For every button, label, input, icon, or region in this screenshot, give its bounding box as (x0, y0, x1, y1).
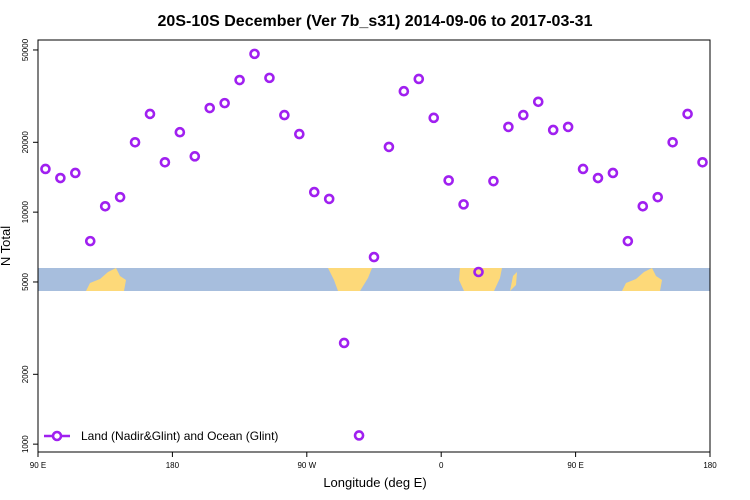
x-tick-label: 90 E (567, 461, 583, 470)
y-tick-label: 2000 (21, 365, 30, 383)
data-point (353, 430, 365, 441)
data-point (547, 124, 559, 136)
data-point (428, 112, 440, 124)
x-axis-label: Longitude (deg E) (323, 475, 426, 490)
data-point (413, 73, 425, 85)
y-tick-label: 5000 (21, 273, 30, 291)
x-tick-label: 0 (439, 461, 444, 470)
data-point (592, 172, 604, 184)
data-point (70, 167, 81, 179)
data-point (264, 72, 275, 84)
data-point (443, 175, 454, 186)
data-point (204, 102, 216, 114)
data-point (562, 121, 574, 133)
data-point (55, 172, 66, 184)
data-point (697, 156, 708, 168)
data-point (40, 163, 51, 175)
x-tick-label: 90 W (297, 461, 316, 470)
data-point (518, 109, 529, 121)
data-point (532, 96, 544, 108)
data-point (159, 156, 171, 168)
data-point (383, 141, 395, 153)
data-point (323, 193, 335, 205)
data-point (279, 109, 290, 121)
data-point (249, 48, 260, 60)
data-point (234, 74, 245, 86)
data-point (488, 175, 499, 187)
plot-frame (37, 39, 711, 453)
data-point (682, 108, 693, 120)
map-strip (38, 268, 710, 291)
y-tick-label: 1000 (21, 435, 30, 453)
y-tick-label: 50000 (21, 38, 30, 61)
data-point (607, 167, 619, 179)
data-point (458, 199, 469, 210)
y-tick-label: 10000 (21, 200, 30, 223)
data-point (473, 266, 484, 278)
x-tick-label: 180 (166, 461, 180, 470)
data-point (189, 151, 201, 162)
data-point (129, 136, 141, 148)
data-point (338, 337, 350, 349)
x-tick-label: 180 (703, 461, 717, 470)
legend-marker (51, 430, 63, 442)
data-point (84, 235, 96, 247)
data-point (174, 126, 186, 138)
y-axis-label: N Total (0, 226, 13, 266)
data-point (144, 108, 156, 120)
data-point (219, 97, 230, 109)
data-point (503, 121, 514, 133)
data-point (308, 186, 320, 198)
data-point (114, 191, 126, 203)
data-point (99, 200, 111, 212)
data-point (294, 128, 305, 140)
data-point (637, 200, 649, 212)
data-point (622, 235, 634, 247)
data-point (368, 251, 380, 263)
data-point (652, 191, 664, 203)
legend-label: Land (Nadir&Glint) and Ocean (Glint) (81, 429, 278, 443)
data-point (398, 85, 410, 97)
data-point (667, 136, 678, 148)
chart-title: 20S-10S December (Ver 7b_s31) 2014-09-06… (158, 13, 593, 30)
data-point (577, 163, 589, 175)
y-tick-label: 20000 (21, 131, 30, 154)
x-tick-label: 90 E (30, 461, 46, 470)
